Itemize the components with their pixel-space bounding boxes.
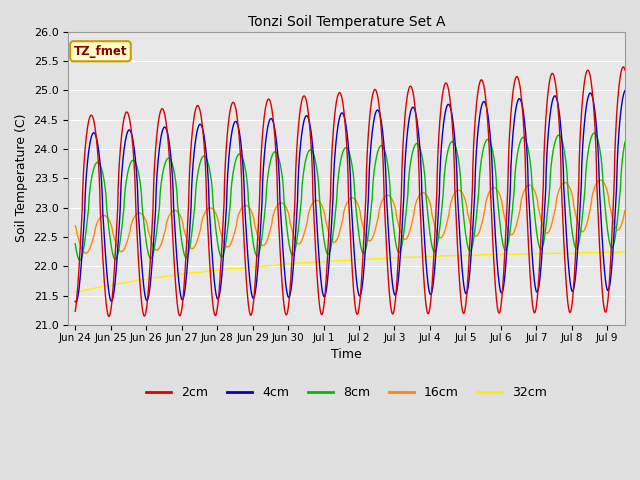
X-axis label: Time: Time xyxy=(332,348,362,361)
Text: TZ_fmet: TZ_fmet xyxy=(74,45,127,58)
Legend: 2cm, 4cm, 8cm, 16cm, 32cm: 2cm, 4cm, 8cm, 16cm, 32cm xyxy=(141,381,552,404)
Title: Tonzi Soil Temperature Set A: Tonzi Soil Temperature Set A xyxy=(248,15,445,29)
Y-axis label: Soil Temperature (C): Soil Temperature (C) xyxy=(15,114,28,242)
